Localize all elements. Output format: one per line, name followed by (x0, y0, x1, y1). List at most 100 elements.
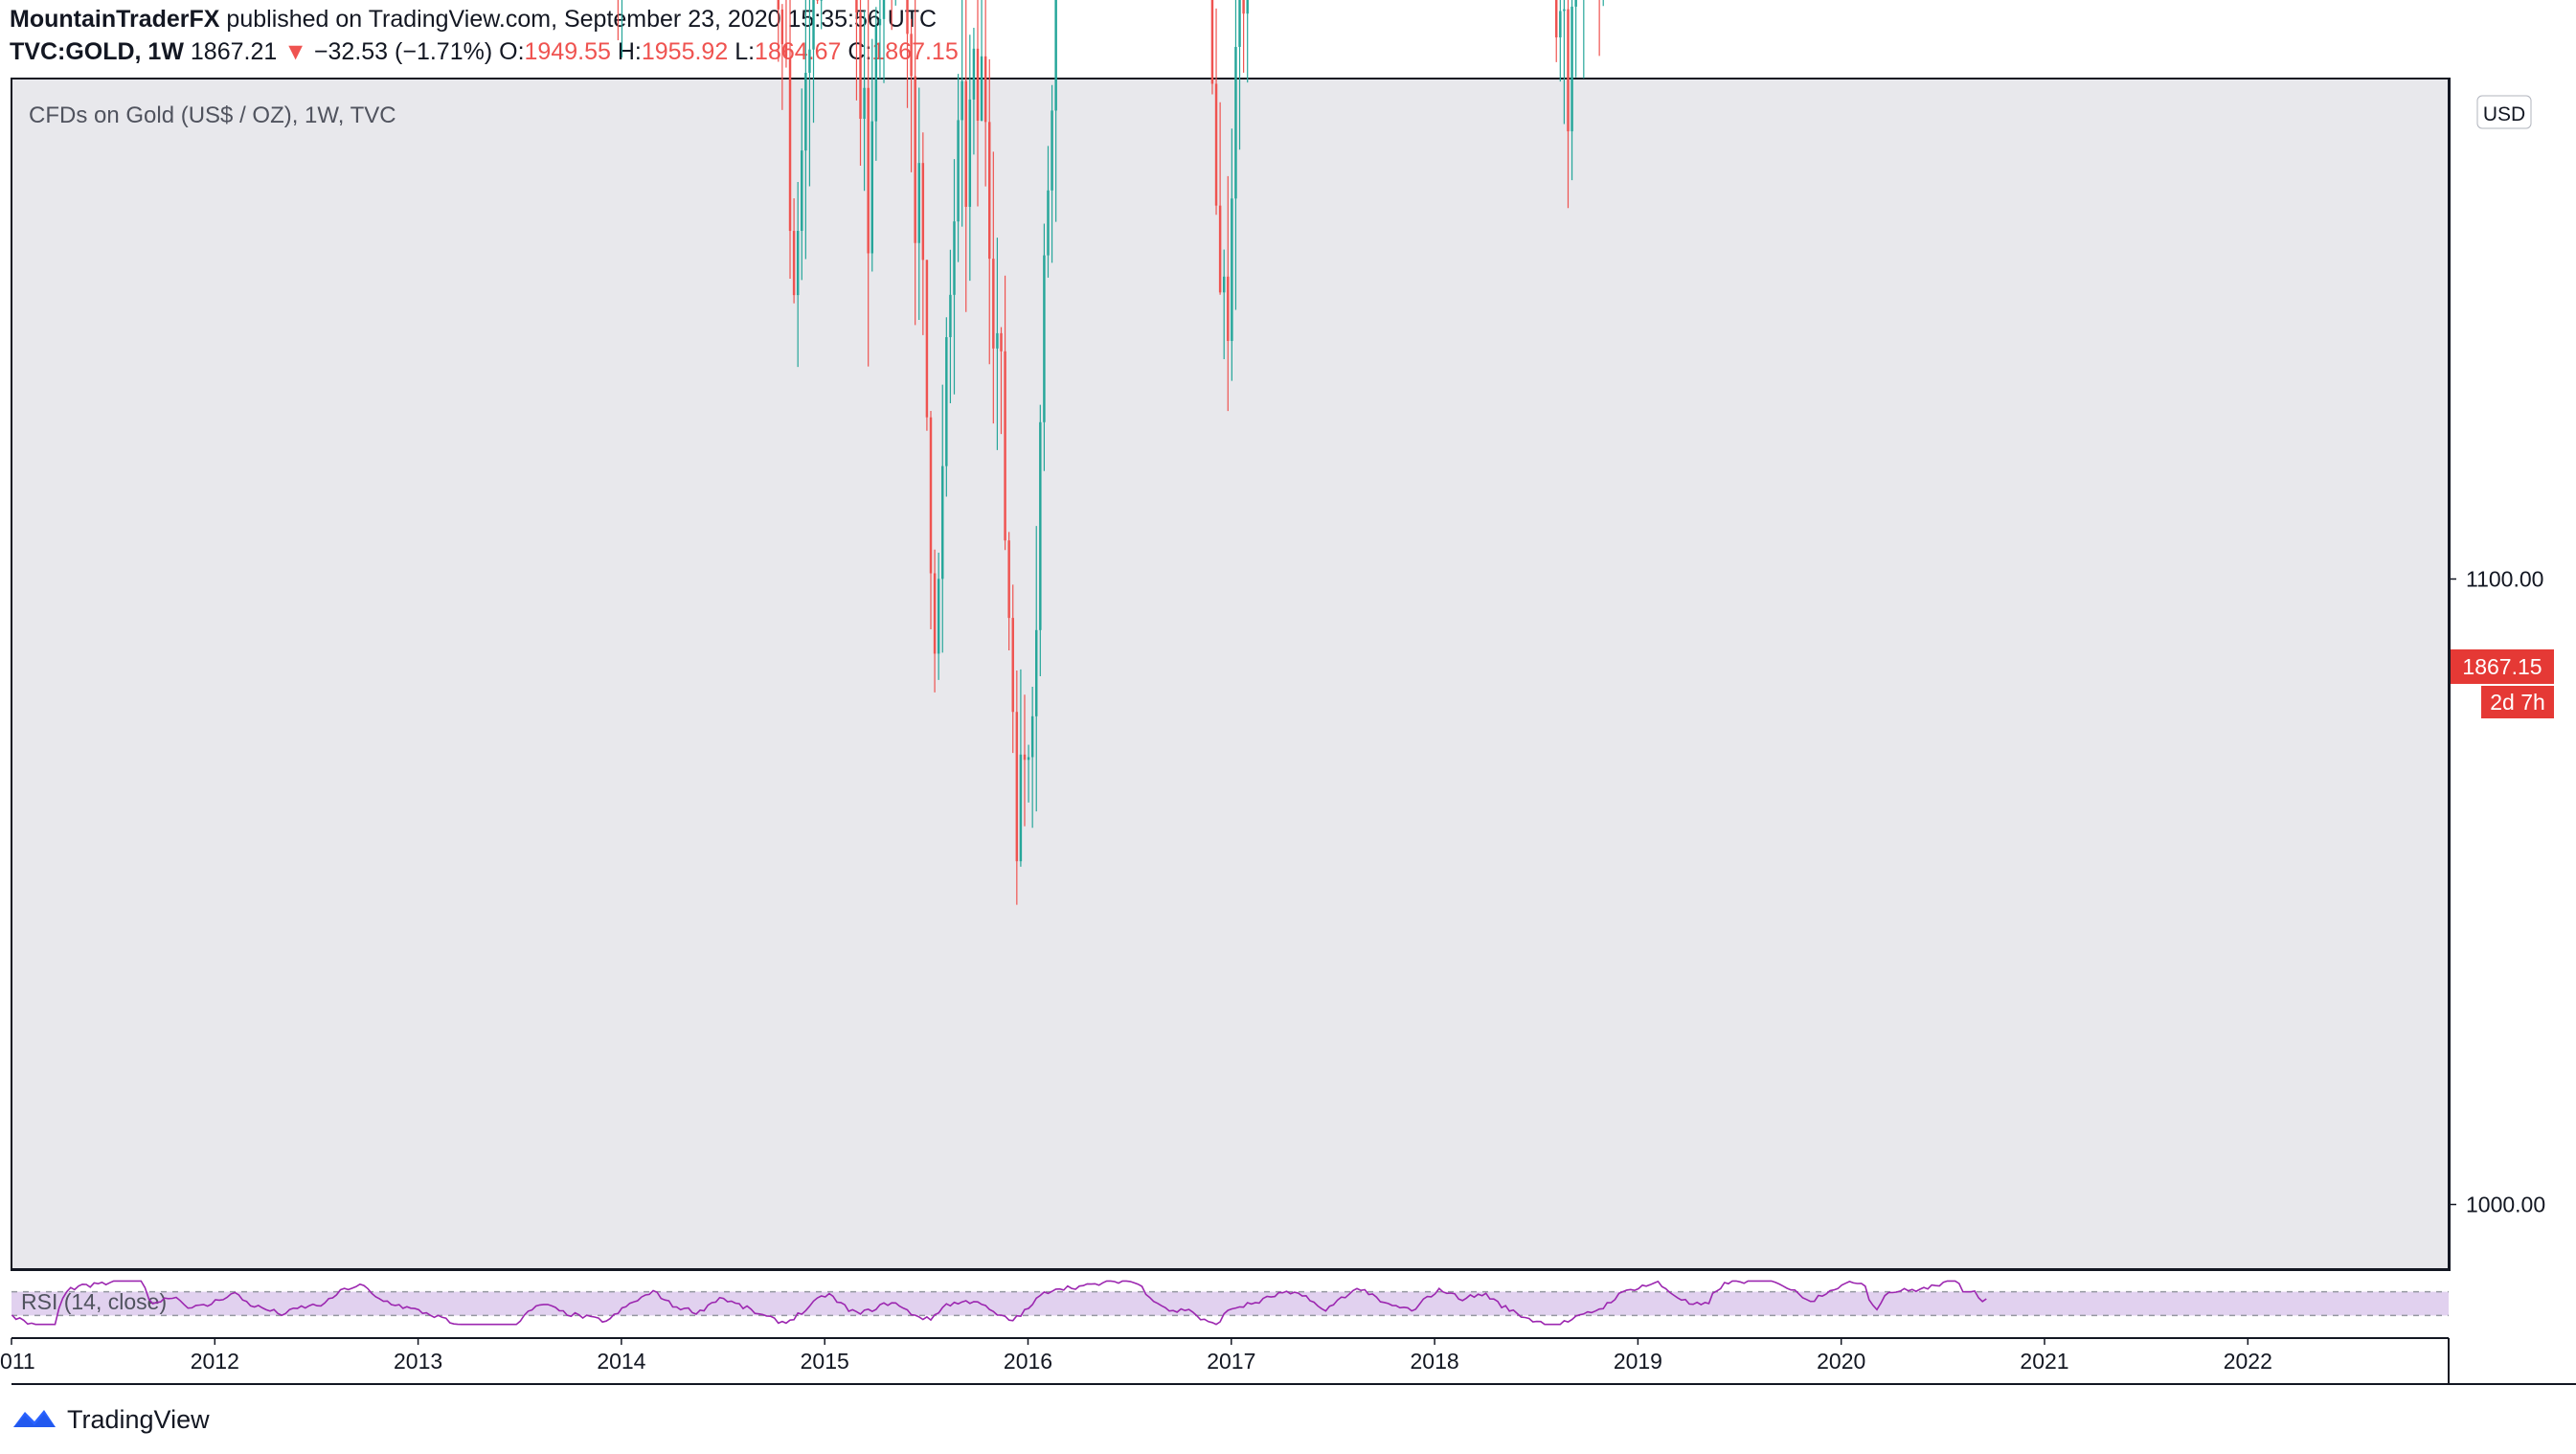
candle-body (820, 0, 823, 1)
candle-body (1246, 0, 1249, 14)
candle-body (788, 57, 792, 232)
currency-badge[interactable] (2476, 95, 2532, 129)
high-value: 1955.92 (641, 38, 729, 65)
candle-body (941, 466, 944, 579)
candle-body (808, 49, 811, 74)
candle-body (921, 163, 925, 261)
time-tick-label: 2014 (597, 1349, 645, 1374)
tradingview-logo-icon (13, 1410, 56, 1427)
time-tick-label: 2016 (1004, 1349, 1052, 1374)
candle-body (1574, 0, 1577, 7)
candle-body (1238, 0, 1241, 47)
candle-body (1000, 332, 1003, 352)
time-tick-label: 2017 (1207, 1349, 1255, 1374)
candle-body (960, 80, 963, 121)
time-tick-label: 2021 (2020, 1349, 2068, 1374)
candle-body (1039, 421, 1042, 630)
author-name[interactable]: MountainTraderFX (10, 6, 220, 33)
chart-legend-title: CFDs on Gold (US$ / OZ), 1W, TVC (29, 102, 396, 128)
rsi-line-group (11, 1280, 1987, 1326)
candle-body (1210, 0, 1214, 84)
time-tick-label: 2020 (1817, 1349, 1865, 1374)
time-axis[interactable]: 2011 2012 2013 2014 2015 2016 2017 2018 2019 2020… (0, 1338, 2272, 1374)
candle-body (867, 87, 870, 254)
rsi-pane (11, 1290, 2449, 1317)
candle-body (933, 573, 937, 654)
candle-body (1030, 716, 1034, 758)
candle-body (1054, 0, 1057, 111)
candle-body (937, 579, 940, 654)
candles (617, 0, 1604, 905)
candle-body (1234, 46, 1237, 199)
candle-body (804, 73, 807, 151)
candle-body (816, 0, 819, 1)
candle-body (1231, 198, 1233, 341)
candle-body (992, 259, 995, 349)
candle-body (983, 56, 987, 123)
candle-body (976, 48, 980, 121)
time-tick-label: 2015 (801, 1349, 849, 1374)
candle-body (882, 0, 886, 19)
open-label: O: (499, 38, 525, 65)
candle-body (859, 12, 862, 120)
candle-body (1227, 276, 1230, 341)
time-tick-label: 2013 (394, 1349, 442, 1374)
rsi-line (11, 1280, 1987, 1326)
candle-body (972, 48, 976, 100)
countdown-tag: 2d 7h (2481, 686, 2554, 718)
currency-label: USD (2483, 103, 2525, 125)
candle-body (1011, 618, 1014, 713)
candle-body (792, 231, 796, 296)
time-tick-label: 2018 (1411, 1349, 1459, 1374)
candle-body (874, 25, 878, 122)
candle-body (1214, 83, 1218, 206)
price-tick-label: 1100.00 (2466, 567, 2543, 592)
candle-body (1007, 540, 1010, 619)
candle-body (1563, 9, 1566, 11)
candle-body (784, 44, 788, 58)
rsi-band (11, 1291, 2449, 1316)
candle-body (1004, 351, 1006, 541)
open-value: 1949.55 (524, 38, 611, 65)
candle-body (953, 221, 956, 295)
candle-body (906, 0, 909, 34)
candle-body (964, 80, 967, 207)
candle-body (812, 0, 815, 50)
candle-body (863, 87, 866, 120)
candle-body (929, 417, 933, 574)
symbol-label[interactable]: TVC:GOLD, 1W (10, 38, 184, 65)
tradingview-brand: TradingView (67, 1404, 210, 1434)
candle-body (988, 122, 991, 260)
pane-background (11, 79, 2450, 1270)
low-label: L: (734, 38, 756, 65)
candle-body (957, 120, 960, 222)
candle-body (878, 18, 882, 26)
countdown-label: 2d 7h (2490, 690, 2545, 715)
candle-body (1019, 754, 1023, 862)
published-text: published on TradingView.com, September … (226, 6, 938, 33)
candle-body (1570, 6, 1573, 132)
time-tick-label: 2011 (0, 1349, 35, 1374)
candle-body (801, 150, 803, 232)
time-tick-label: 2012 (191, 1349, 239, 1374)
candle-body (980, 56, 983, 121)
candle-body (855, 0, 858, 13)
change-value: −32.53 (−1.71%) (313, 38, 493, 65)
candle-body (1218, 205, 1222, 293)
candle-body (910, 34, 913, 77)
rsi-legend: RSI (14, close) (21, 1289, 167, 1314)
candle-body (925, 260, 929, 418)
candle-body (1015, 712, 1019, 862)
candle-body (1043, 255, 1046, 422)
candle-body (1035, 629, 1038, 716)
candle-body (1242, 0, 1245, 14)
last-price-tag: 1867.15 (2451, 649, 2554, 684)
tradingview-branding[interactable]: TradingView (11, 1400, 210, 1439)
candle-body (1559, 11, 1562, 38)
price-axis[interactable]: 2700.002600.002500.002400.002300.002200.… (2449, 0, 2545, 1217)
candle-body (968, 99, 972, 207)
candle-body (1027, 757, 1030, 761)
candle-body (1051, 110, 1053, 191)
candle-body (1567, 9, 1570, 132)
